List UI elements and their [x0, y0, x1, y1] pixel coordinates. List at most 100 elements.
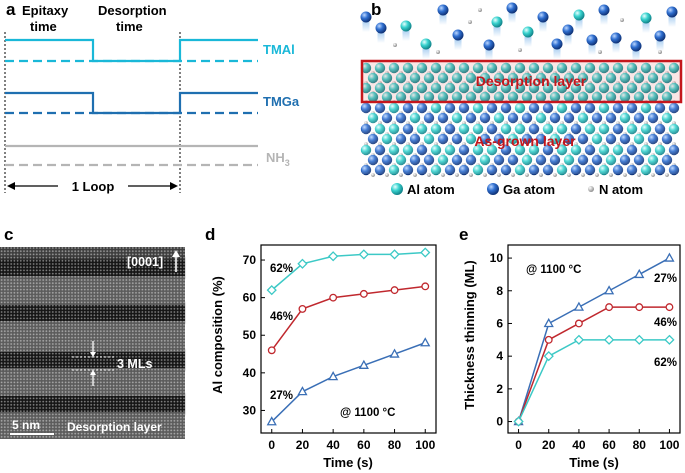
gas-atom-trail: [454, 40, 462, 50]
ga-atom: [654, 164, 666, 176]
d-x-axis-title: Time (s): [323, 455, 373, 470]
series-label-27pct: 27%: [654, 273, 677, 285]
ga-atom: [437, 112, 449, 124]
al-atom: [493, 112, 505, 124]
ga-atom: [409, 154, 421, 166]
panel-b-legend: Al atom Ga atom N atom: [391, 182, 643, 197]
data-point: [513, 416, 524, 427]
series-label-46pct: 46%: [654, 317, 677, 329]
loop-label: 1 Loop: [72, 179, 115, 194]
al-atom: [598, 123, 610, 135]
ga-atom: [577, 154, 589, 166]
al-atom: [367, 91, 379, 103]
al-atom: [388, 102, 400, 114]
ga-atom: [465, 112, 477, 124]
data-point: [635, 303, 644, 312]
ga-atom: [500, 102, 512, 114]
ga-atom: [584, 164, 596, 176]
al-atom: [514, 82, 526, 94]
x-tick-label: 60: [602, 438, 616, 452]
x-tick-label: 80: [633, 438, 647, 452]
gas-n-atom: [436, 50, 440, 54]
loop-label-bg: [58, 176, 128, 196]
al-atom: [654, 144, 666, 156]
al-atom: [486, 144, 498, 156]
direction-label: [0001]: [127, 255, 163, 269]
ga-atom: [535, 133, 547, 145]
panel-c: c [0001] 3 MLs 5 nm Desorption layer: [0, 225, 185, 439]
al-atom: [374, 123, 386, 135]
ga-atom: [479, 112, 491, 124]
al-atom: [388, 123, 400, 135]
ga-atom: [570, 164, 582, 176]
data-point: [664, 252, 675, 262]
e-y-axis-title: Thickness thinning (ML): [462, 260, 477, 410]
al-atom: [458, 82, 470, 94]
al-atom: [367, 72, 379, 84]
data-point: [297, 258, 308, 269]
al-atom: [430, 82, 442, 94]
tmga-label: TMGa: [263, 94, 300, 109]
data-point: [389, 249, 400, 260]
al-atom: [668, 123, 680, 135]
al-atom: [437, 154, 449, 166]
al-atom: [647, 91, 659, 103]
al-atom: [535, 112, 547, 124]
al-atom: [640, 164, 652, 176]
desorption-layer-caption: Desorption layer: [67, 420, 162, 434]
al-atom: [514, 144, 526, 156]
n-atom: [455, 173, 459, 177]
ga-atom: [493, 133, 505, 145]
gas-atom-trail: [656, 41, 664, 51]
n-atom: [427, 173, 431, 177]
al-atom: [409, 112, 421, 124]
ga-atom: [402, 164, 414, 176]
n-atom: [483, 173, 487, 177]
data-point: [266, 416, 277, 426]
ga-atom: [444, 123, 456, 135]
al-atom: [528, 62, 540, 74]
al-atom: [472, 144, 484, 156]
al-atom: [451, 91, 463, 103]
ga-atom: [500, 164, 512, 176]
ga-atom: [381, 154, 393, 166]
al-atom: [556, 144, 568, 156]
al-atom: [444, 82, 456, 94]
al-atom: [598, 82, 610, 94]
gas-n-atom: [478, 8, 482, 12]
al-atom: [458, 123, 470, 135]
al-atom: [528, 144, 540, 156]
al-atom: [549, 91, 561, 103]
ga-atom: [633, 112, 645, 124]
al-atom: [402, 62, 414, 74]
al-atom: [514, 123, 526, 135]
ga-atom: [633, 154, 645, 166]
al-atom: [577, 91, 589, 103]
ga-atom: [626, 144, 638, 156]
ga-atom: [542, 144, 554, 156]
data-point: [266, 285, 277, 296]
blue-sphere-icon: [487, 183, 499, 195]
data-point: [665, 303, 674, 312]
al-atom: [388, 144, 400, 156]
series-line-46pct: [271, 285, 426, 351]
ga-atom: [486, 164, 498, 176]
al-atom: [640, 144, 652, 156]
al-atom: [507, 72, 519, 84]
ga-atom: [458, 164, 470, 176]
y-tick-label: 4: [496, 349, 503, 363]
panel-letter-e: e: [459, 225, 468, 244]
al-atom: [619, 112, 631, 124]
ga-atom: [612, 123, 624, 135]
data-point: [634, 268, 645, 279]
al-atom: [661, 91, 673, 103]
al-atom: [514, 102, 526, 114]
ga-atom: [626, 164, 638, 176]
as-grown-layer-label: As-grown layer: [474, 133, 576, 149]
ga-atom: [395, 133, 407, 145]
ga-atom: [458, 102, 470, 114]
gas-atom-trail: [485, 50, 493, 60]
al-atom: [633, 72, 645, 84]
al-atom: [668, 82, 680, 94]
n-atom: [651, 173, 655, 177]
